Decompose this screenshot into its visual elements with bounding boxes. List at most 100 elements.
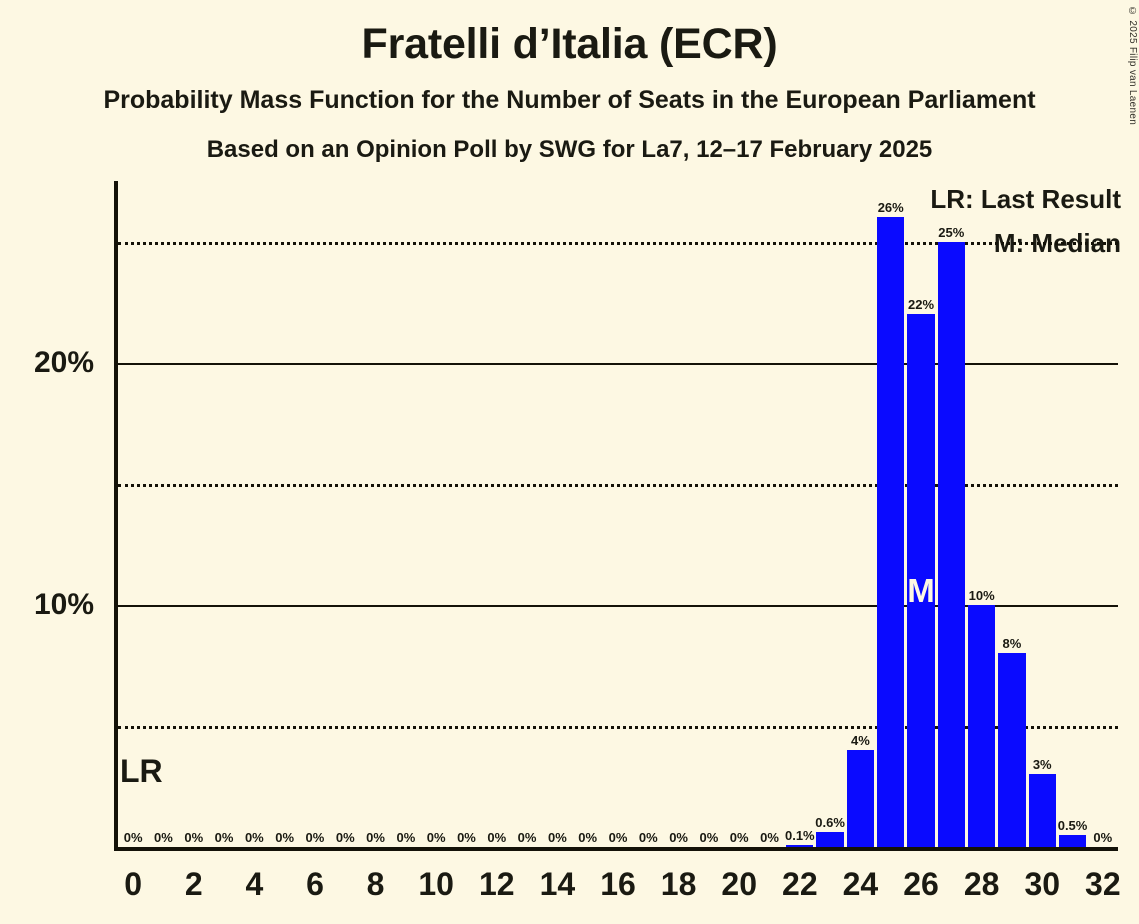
bar-seat-26[interactable]	[907, 314, 935, 847]
bar-value-label-seat-12: 0%	[487, 830, 507, 845]
x-axis-tick-20: 20	[721, 866, 757, 902]
bar-seat-31[interactable]	[1058, 834, 1087, 847]
bar-slot-seat-4: 0%	[241, 181, 268, 847]
bar-value-label-seat-4: 0%	[244, 830, 264, 845]
bar-value-label-seat-17: 0%	[638, 830, 658, 845]
x-axis-tick-32: 32	[1085, 866, 1121, 902]
bar-slot-seat-18: 0%	[665, 181, 692, 847]
bar-value-label-seat-0: 0%	[123, 830, 143, 845]
y-axis-tick-10pct: 10%	[33, 587, 94, 621]
bar-slot-seat-6: 0%	[301, 181, 328, 847]
bar-slot-seat-28: 10%	[967, 181, 996, 847]
x-axis-line	[114, 847, 1118, 851]
bar-seat-23[interactable]	[816, 832, 844, 847]
bar-slot-seat-23: 0.6%	[815, 181, 845, 847]
bar-slot-seat-7: 0%	[332, 181, 359, 847]
x-axis-tick-24: 24	[842, 866, 879, 902]
bar-value-label-seat-18: 0%	[669, 830, 688, 845]
x-axis-tick-4: 4	[245, 866, 264, 902]
bar-value-label-seat-5: 0%	[275, 830, 295, 845]
bar-value-label-seat-20: 0%	[729, 830, 749, 845]
bar-seat-29[interactable]	[998, 653, 1026, 847]
bar-seat-24[interactable]	[846, 750, 875, 847]
bar-value-label-seat-15: 0%	[578, 830, 598, 845]
bar-slot-seat-31: 0.5%	[1057, 181, 1088, 847]
bar-seat-25[interactable]	[877, 217, 905, 847]
bar-slot-seat-5: 0%	[271, 181, 298, 847]
bar-value-label-seat-23: 0.6%	[815, 815, 845, 831]
bar-value-label-seat-25: 26%	[877, 200, 904, 216]
x-axis-tick-26: 26	[903, 866, 939, 902]
x-axis-tick-30: 30	[1024, 866, 1061, 902]
bar-slot-seat-13: 0%	[513, 181, 540, 847]
bar-value-label-seat-19: 0%	[699, 830, 719, 845]
last-result-marker: LR	[120, 753, 163, 789]
bar-value-label-seat-29: 8%	[1002, 636, 1022, 652]
bar-slot-seat-21: 0%	[756, 181, 783, 847]
bar-slot-seat-25: 26%	[877, 181, 905, 847]
gridline-dotted-15	[118, 483, 1118, 487]
x-axis-tick-0: 0	[124, 866, 143, 902]
bar-value-label-seat-24: 4%	[851, 733, 870, 749]
bar-value-label-seat-16: 0%	[608, 830, 628, 845]
bar-value-label-seat-10: 0%	[426, 830, 446, 845]
gridline-dotted-25	[118, 241, 1118, 245]
bar-slot-seat-8: 0%	[362, 181, 389, 847]
bar-value-label-seat-9: 0%	[396, 830, 416, 845]
bar-slot-seat-0: 0%	[120, 181, 147, 847]
x-axis-tick-18: 18	[660, 866, 697, 902]
bar-value-label-seat-3: 0%	[214, 830, 234, 845]
plot-area: 10% 20% 0% 0% 0% 0% 0% 0% 0% 0% 0% 0% 0% 0% 0% 0% 0% 0% 0…	[34, 181, 1118, 851]
bar-value-label-seat-1: 0%	[154, 830, 173, 845]
x-axis-tick-12: 12	[478, 866, 515, 902]
x-axis-tick-28: 28	[963, 866, 1000, 902]
bar-value-label-seat-6: 0%	[305, 830, 325, 845]
bar-slot-seat-30: 3%	[1028, 181, 1056, 847]
x-axis-tick-16: 16	[600, 866, 636, 902]
x-axis-tick-10: 10	[418, 866, 454, 902]
bar-value-label-seat-32: 0%	[1093, 830, 1113, 845]
y-axis-tick-20pct: 20%	[33, 345, 94, 379]
legend-last-result: LR: Last Result	[930, 184, 1121, 214]
bar-slot-seat-15: 0%	[574, 181, 601, 847]
bar-value-label-seat-8: 0%	[366, 830, 385, 845]
bar-slot-seat-24: 4%	[846, 181, 875, 847]
bar-value-label-seat-13: 0%	[517, 830, 537, 845]
x-axis-tick-14: 14	[539, 866, 576, 902]
bar-value-label-seat-31: 0.5%	[1057, 817, 1088, 833]
chart-subtitle-primary: Probability Mass Function for the Number…	[103, 86, 1036, 114]
gridline-solid-10	[118, 604, 1118, 607]
x-axis-tick-6: 6	[306, 866, 324, 902]
bar-slot-seat-2: 0%	[180, 181, 207, 847]
bar-value-label-seat-14: 0%	[547, 830, 567, 845]
bar-seat-27[interactable]	[937, 241, 965, 847]
median-marker: M	[907, 572, 935, 609]
bar-value-label-seat-27: 25%	[938, 224, 965, 240]
bar-seat-30[interactable]	[1028, 774, 1056, 847]
bar-value-label-seat-2: 0%	[184, 830, 204, 845]
bar-slot-seat-9: 0%	[392, 181, 419, 847]
y-axis-line	[114, 181, 118, 847]
bar-seat-28[interactable]	[967, 604, 996, 847]
bar-seat-22[interactable]	[786, 844, 814, 847]
bar-slot-seat-10: 0%	[423, 181, 450, 847]
bar-slot-seat-1: 0%	[150, 181, 177, 847]
bar-slot-seat-27: 25%	[937, 181, 965, 847]
bar-slot-seat-29: 8%	[998, 181, 1026, 847]
bar-value-label-seat-30: 3%	[1032, 757, 1052, 773]
bar-slot-seat-3: 0%	[210, 181, 237, 847]
x-axis-tick-2: 2	[184, 866, 203, 902]
bar-slot-seat-12: 0%	[483, 181, 510, 847]
gridline-solid-20	[118, 362, 1118, 365]
bar-slot-seat-14: 0%	[544, 181, 571, 847]
copyright-notice: © 2025 Filip van Laenen	[1127, 6, 1138, 126]
bar-slot-seat-20: 0%	[726, 181, 753, 847]
bar-slot-seat-19: 0%	[695, 181, 722, 847]
bar-slot-seat-17: 0%	[635, 181, 662, 847]
bar-value-label-seat-26: 22%	[908, 297, 935, 313]
bar-slot-seat-26: 22% M	[907, 181, 935, 847]
x-axis-tick-22: 22	[782, 866, 818, 902]
x-axis-labels: 0 2 4 6 8 10 12 14 16 18 20 22 24 26 28 30 32	[118, 866, 1121, 916]
page-title: Fratelli d’Italia (ECR)	[361, 20, 778, 68]
